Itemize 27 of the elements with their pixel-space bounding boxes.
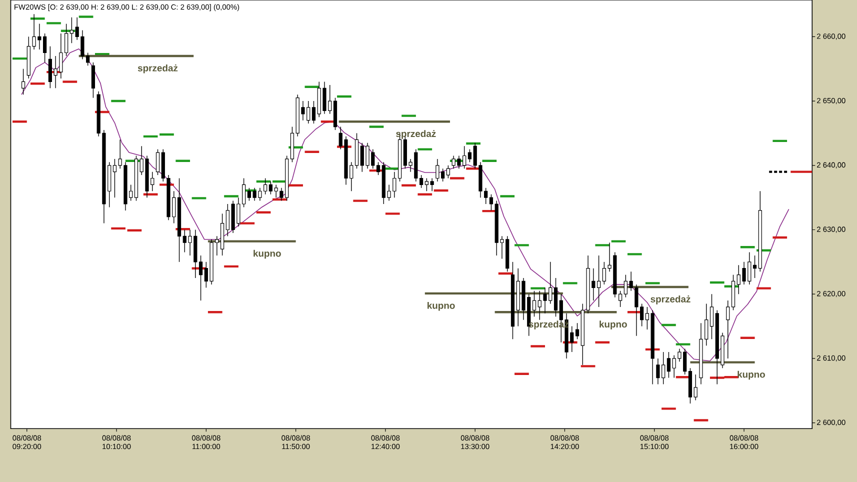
candlestick (726, 300, 730, 359)
candlestick (156, 148, 160, 176)
candlestick (645, 306, 650, 330)
candlestick (21, 68, 26, 95)
candlestick (596, 254, 601, 308)
candlestick (312, 100, 316, 124)
annotation: kupno (600, 320, 627, 330)
candlestick (198, 254, 203, 301)
annotation: kupno (738, 370, 765, 380)
candlestick (376, 162, 380, 176)
candlestick (489, 194, 494, 211)
candlestick (710, 294, 714, 340)
candlestick (532, 290, 536, 317)
candlestick (575, 322, 580, 340)
candlestick (446, 164, 450, 178)
candlestick (694, 374, 698, 400)
candlestick (91, 62, 96, 98)
candlestick (554, 277, 558, 317)
annotation: kupno (428, 302, 455, 311)
annotation: sprzedaż (138, 64, 178, 74)
candlestick (468, 148, 472, 162)
annotation: sprzedaż (396, 130, 436, 139)
candlestick (752, 254, 757, 278)
annotation: sprzedaż (650, 295, 690, 304)
candlestick (666, 351, 671, 378)
candlestick (112, 158, 117, 198)
annotation: kupno (254, 250, 281, 258)
